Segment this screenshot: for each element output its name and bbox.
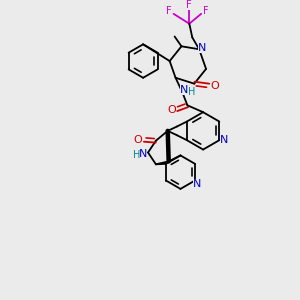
Text: O: O	[167, 105, 176, 115]
Text: N: N	[193, 179, 201, 190]
Text: O: O	[211, 81, 219, 91]
Text: O: O	[134, 135, 142, 145]
Text: F: F	[185, 0, 191, 10]
Text: F: F	[166, 6, 172, 16]
Text: N: N	[198, 43, 206, 53]
Text: N: N	[180, 85, 189, 94]
Text: N: N	[139, 149, 147, 160]
Text: F: F	[203, 6, 209, 16]
Text: N: N	[220, 135, 228, 145]
Text: H: H	[133, 150, 140, 161]
Text: H: H	[188, 86, 195, 97]
